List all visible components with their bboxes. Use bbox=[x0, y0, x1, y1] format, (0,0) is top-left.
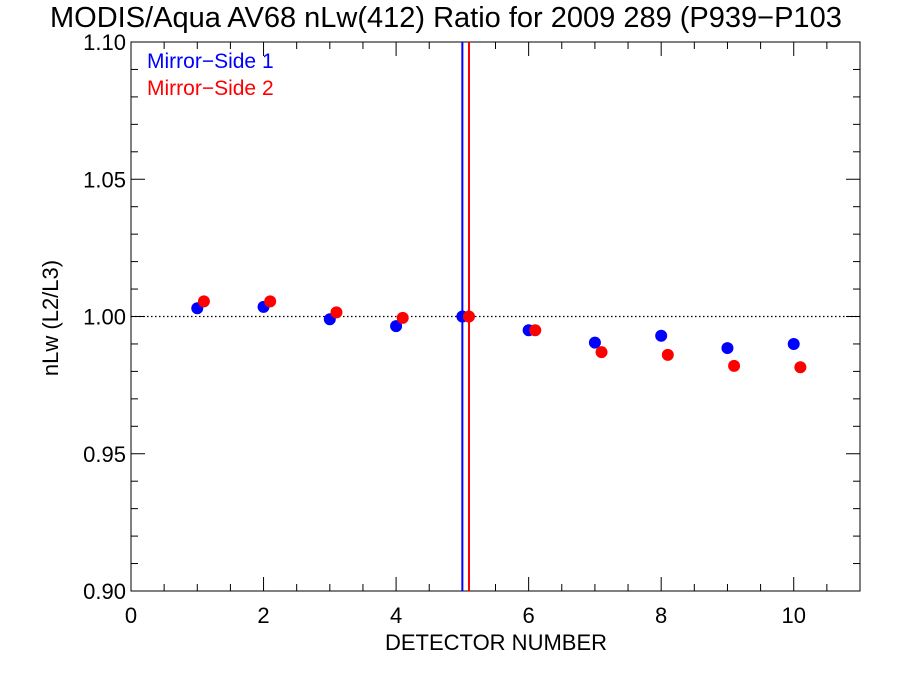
series-2-point bbox=[661, 348, 674, 361]
x-tick-label: 2 bbox=[257, 603, 269, 628]
x-tick-label: 4 bbox=[390, 603, 402, 628]
legend: Mirror−Side 1 Mirror−Side 2 bbox=[147, 50, 274, 100]
y-tick-label: 1.10 bbox=[83, 30, 126, 55]
series-2-point bbox=[595, 346, 608, 359]
y-tick-label: 1.05 bbox=[83, 167, 126, 192]
series-2-point bbox=[728, 359, 741, 372]
series-2-point bbox=[197, 295, 210, 308]
series-2-point bbox=[794, 361, 807, 374]
series-1-point bbox=[655, 329, 668, 342]
x-tick-label: 0 bbox=[125, 603, 137, 628]
y-tick-label: 1.00 bbox=[83, 305, 126, 330]
y-axis-label: nLw (L2/L3) bbox=[38, 260, 63, 376]
series-2-point bbox=[462, 310, 475, 323]
series-2-point bbox=[529, 324, 542, 337]
y-tick-label: 0.95 bbox=[83, 442, 126, 467]
chart-title: MODIS/Aqua AV68 nLw(412) Ratio for 2009 … bbox=[50, 2, 842, 34]
x-tick-label: 6 bbox=[523, 603, 535, 628]
series-2-point bbox=[396, 311, 409, 324]
x-axis-label: DETECTOR NUMBER bbox=[385, 630, 607, 655]
series-1-point bbox=[390, 320, 403, 333]
x-tick-label: 10 bbox=[781, 603, 805, 628]
series-1-point bbox=[787, 337, 800, 350]
y-tick-label: 0.90 bbox=[83, 579, 126, 604]
series-1-point bbox=[588, 336, 601, 349]
x-tick-label: 8 bbox=[655, 603, 667, 628]
legend-entry-1: Mirror−Side 1 bbox=[147, 50, 274, 73]
series-2-point bbox=[264, 295, 277, 308]
data-points bbox=[191, 295, 807, 374]
tick-labels: 0 2 4 6 8 10 0.90 0.95 1.00 1.05 1.10 bbox=[83, 30, 806, 628]
series-2-point bbox=[330, 306, 343, 319]
series-1-point bbox=[721, 342, 734, 355]
legend-entry-2: Mirror−Side 2 bbox=[147, 77, 274, 100]
